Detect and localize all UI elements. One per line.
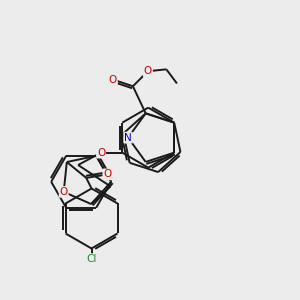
Text: O: O (97, 148, 105, 158)
Text: O: O (60, 187, 68, 197)
Text: Cl: Cl (86, 254, 97, 264)
Text: O: O (109, 74, 117, 85)
Text: O: O (144, 66, 152, 76)
Text: O: O (103, 169, 112, 179)
Text: N: N (124, 133, 132, 142)
